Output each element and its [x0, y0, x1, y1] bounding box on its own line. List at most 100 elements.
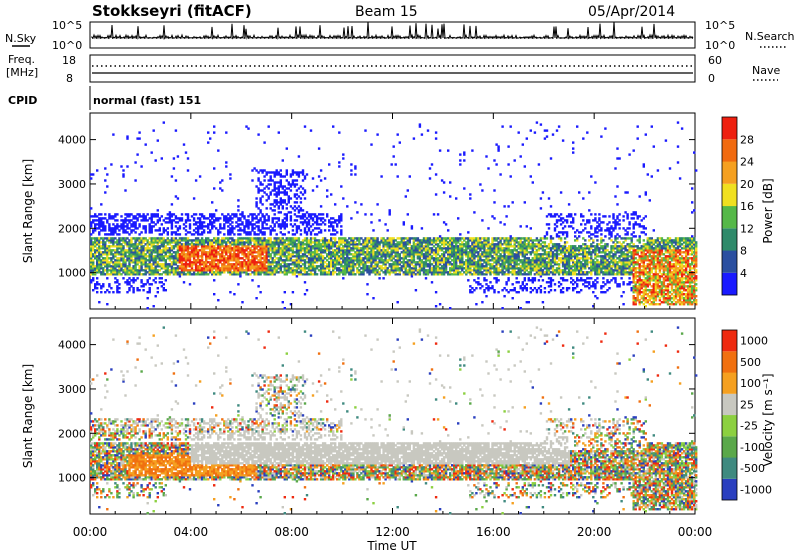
- power-cell: [223, 239, 226, 242]
- power-cell: [126, 257, 129, 260]
- power-cell: [160, 257, 163, 260]
- power-cell: [317, 247, 321, 250]
- power-cell: [128, 215, 131, 218]
- power-cell: [493, 159, 496, 162]
- power-cell: [269, 177, 272, 180]
- power-cell: [432, 273, 436, 276]
- power-cell: [134, 245, 137, 248]
- power-cell: [168, 239, 172, 242]
- power-cell: [380, 267, 383, 270]
- power-cell: [386, 267, 389, 270]
- power-cell: [283, 273, 286, 276]
- power-cell: [275, 239, 278, 242]
- power-cell: [205, 259, 208, 262]
- power-cell: [340, 271, 343, 274]
- power-cell: [128, 245, 131, 248]
- power-cell: [215, 241, 218, 244]
- power-cell: [112, 133, 115, 136]
- power-cell: [112, 231, 115, 234]
- power-cell: [317, 245, 321, 248]
- power-cell: [122, 253, 125, 256]
- power-cell: [265, 253, 268, 256]
- power-cell: [283, 251, 286, 254]
- power-cell: [180, 251, 184, 254]
- power-cell: [416, 271, 420, 274]
- power-cell: [150, 215, 153, 218]
- power-cell: [402, 255, 405, 258]
- power-cell: [426, 265, 430, 268]
- power-cell: [180, 247, 184, 250]
- power-cell: [156, 241, 159, 244]
- power-cell: [118, 243, 121, 246]
- power-cell: [263, 245, 266, 248]
- power-cell: [291, 249, 295, 252]
- power-cell: [307, 241, 311, 244]
- power-cell: [202, 243, 206, 246]
- power-cell: [120, 243, 123, 246]
- power-cell: [108, 229, 111, 232]
- power-cell: [408, 175, 411, 178]
- power-cell: [227, 257, 230, 260]
- power-cell: [132, 217, 135, 220]
- power-cell: [150, 271, 153, 274]
- power-cell: [388, 255, 391, 258]
- power-cell: [225, 237, 228, 240]
- power-cell: [255, 169, 258, 172]
- power-cell: [116, 287, 119, 290]
- power-cell: [297, 253, 301, 256]
- power-cell: [434, 173, 438, 176]
- power-cell: [207, 231, 210, 234]
- power-cell: [279, 179, 282, 182]
- power-cell: [98, 255, 101, 258]
- power-cell: [313, 271, 317, 274]
- power-cell: [172, 263, 176, 266]
- power-cell: [287, 269, 290, 272]
- power-cell: [92, 259, 95, 262]
- power-cell: [253, 261, 256, 264]
- power-cell: [174, 251, 178, 254]
- power-cell: [281, 239, 284, 242]
- power-cell: [342, 239, 345, 242]
- power-cell: [440, 271, 444, 274]
- power-cell: [144, 229, 147, 232]
- power-cell: [227, 221, 230, 224]
- power-cell: [297, 267, 301, 270]
- power-cell: [188, 253, 192, 256]
- power-cell: [428, 255, 432, 258]
- power-cell: [237, 229, 240, 232]
- power-cell: [323, 243, 327, 246]
- power-cell: [140, 231, 143, 234]
- power-cell: [207, 131, 210, 134]
- power-cell: [124, 241, 127, 244]
- power-cell: [154, 271, 157, 274]
- power-cell: [114, 225, 117, 228]
- power-cell: [148, 251, 151, 254]
- power-cell: [231, 243, 234, 246]
- power-cell: [190, 265, 194, 268]
- power-cell: [297, 227, 301, 230]
- power-cell: [102, 283, 105, 286]
- power-cell: [253, 227, 256, 230]
- power-cell: [132, 273, 135, 276]
- power-cell: [134, 271, 137, 274]
- power-cell: [348, 237, 351, 240]
- power-cell: [378, 257, 381, 260]
- power-cell: [144, 255, 147, 258]
- power-cell: [215, 249, 218, 252]
- power-cell: [315, 273, 319, 276]
- power-cell: [150, 239, 153, 242]
- power-cell: [130, 285, 133, 288]
- power-cell: [410, 257, 414, 260]
- power-cell: [158, 253, 161, 256]
- power-cell: [323, 271, 327, 274]
- power-cell: [295, 259, 299, 262]
- power-cell: [134, 237, 137, 240]
- power-cell: [170, 265, 174, 268]
- power-cell: [148, 223, 151, 226]
- power-cell: [319, 273, 323, 276]
- power-cell: [265, 173, 268, 176]
- power-cell: [136, 213, 139, 216]
- power-cell: [438, 241, 442, 244]
- power-cell: [436, 253, 440, 256]
- power-cell: [116, 243, 119, 246]
